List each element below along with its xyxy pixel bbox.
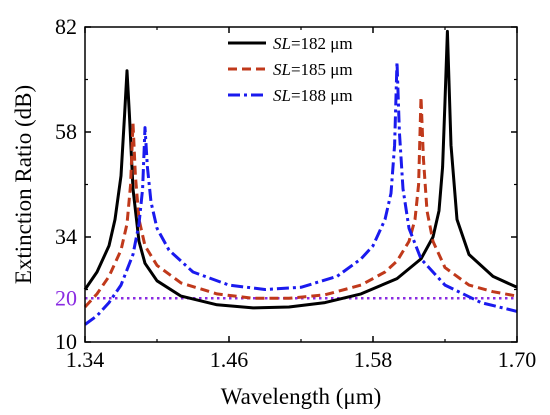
series-line-3 bbox=[84, 60, 518, 326]
series-lines bbox=[83, 29, 518, 326]
series-line-1 bbox=[83, 29, 518, 310]
x-tick-label: 1.46 bbox=[210, 347, 249, 372]
y-tick-label: 34 bbox=[55, 224, 77, 249]
axes: 1.34 1.46 1.58 1.70 10 34 58 82 20 bbox=[55, 14, 536, 372]
legend-label-3: SL=188 μm bbox=[273, 86, 353, 105]
reference-line-label: 20 bbox=[55, 285, 77, 310]
x-tick-label: 1.34 bbox=[66, 347, 105, 372]
legend-label-italic: SL bbox=[273, 60, 291, 79]
legend-label-rest: =182 μm bbox=[291, 34, 353, 53]
legend-label-rest: =185 μm bbox=[291, 60, 353, 79]
y-axis-title: Extinction Ratio (dB) bbox=[11, 85, 36, 284]
legend-label-2: SL=185 μm bbox=[273, 60, 353, 79]
legend-label-rest: =188 μm bbox=[291, 86, 353, 105]
y-tick-label: 58 bbox=[55, 119, 77, 144]
y-tick-label: 10 bbox=[55, 329, 77, 354]
legend-label-italic: SL bbox=[273, 86, 291, 105]
x-tick-label: 1.70 bbox=[498, 347, 537, 372]
x-axis-title: Wavelength (μm) bbox=[221, 384, 382, 409]
y-tick-label: 82 bbox=[55, 14, 77, 39]
legend-label-1: SL=182 μm bbox=[273, 34, 353, 53]
legend-label-italic: SL bbox=[273, 34, 291, 53]
series-line-2 bbox=[83, 95, 518, 309]
x-tick-label: 1.58 bbox=[354, 347, 393, 372]
